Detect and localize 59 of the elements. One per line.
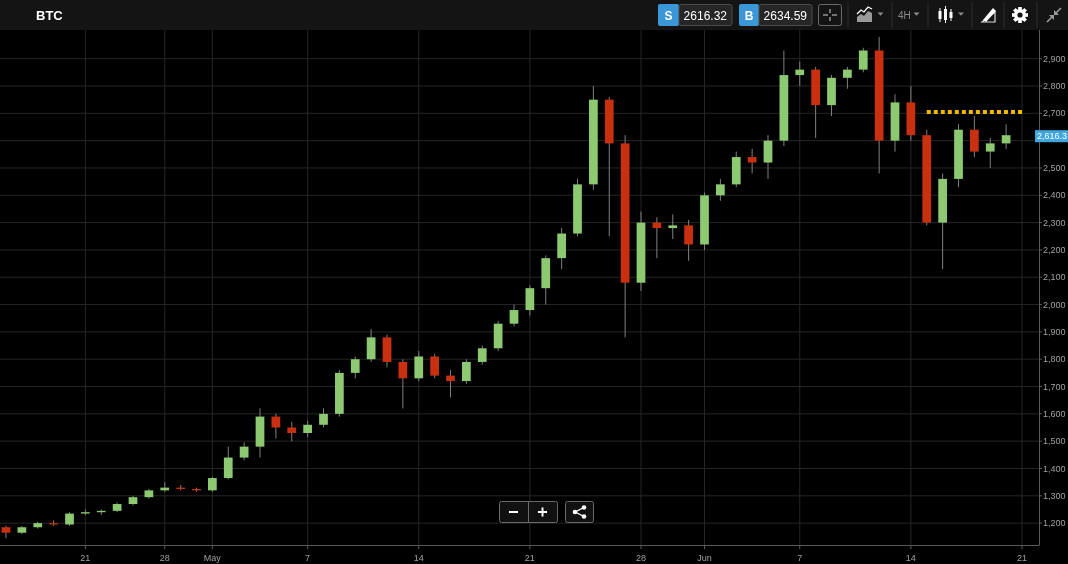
candlestick [985,137,995,169]
candlestick [446,369,455,398]
candlestick [795,60,805,87]
y-tick-label: 2,300 [1043,217,1066,228]
y-tick-label: 2,500 [1043,162,1066,173]
candlestick [366,328,376,363]
candlestick [287,421,297,442]
candlestick [525,284,535,316]
x-tick-label: 7 [305,553,311,563]
y-tick-label: 1,600 [1043,408,1066,419]
y-tick-label: 1,700 [1043,381,1066,392]
candlestick [858,47,868,73]
candlestick [462,358,471,385]
y-tick-label: 1,300 [1043,490,1066,501]
y-tick-label: 2,800 [1043,81,1066,92]
candlestick [747,148,757,174]
candlestick [414,350,424,382]
x-tick-label: May [203,553,222,563]
y-tick-label: 2,700 [1043,108,1066,119]
x-tick-label: 21 [524,553,535,563]
x-tick-label: 7 [797,553,803,563]
y-tick-label: 1,400 [1043,463,1066,474]
candlestick [509,304,519,327]
y-tick-label: 2,000 [1043,299,1066,310]
candlestick [763,134,773,180]
x-tick-label: 28 [635,553,647,563]
candlestick [350,355,360,379]
candlestick [430,353,439,379]
candlestick [319,407,328,429]
candlestick [477,345,487,366]
candlestick [716,178,725,202]
x-tick-label: 14 [905,553,916,563]
candlestick [271,413,281,439]
x-tick-label: 21 [80,553,91,563]
y-tick-label: 1,200 [1043,518,1066,529]
x-tick-label: Jun [697,553,712,563]
text: B [744,8,754,23]
text: 2634.59 [763,8,808,23]
y-tick-label: 1,500 [1043,436,1066,447]
candlestick [223,446,233,480]
candlestick [668,213,678,240]
text: 2616.32 [683,8,728,23]
y-tick-label: 2,200 [1043,244,1066,255]
x-tick-label: 21 [1016,553,1028,563]
y-tick-label: 2,100 [1043,272,1066,283]
y-tick-label: 2,900 [1043,53,1066,64]
text: 4H [898,10,911,21]
x-tick-label: 28 [159,553,170,563]
candlestick [1,525,11,539]
y-tick-label: 1,800 [1043,354,1066,365]
x-tick-label: 14 [413,553,424,563]
y-tick-label: 2,400 [1043,190,1066,201]
y-tick-label: 1,900 [1043,326,1066,337]
candlestick [970,115,979,158]
candlestick [684,219,693,262]
candlestick [843,66,852,90]
candlestick [398,358,408,409]
text: S [664,8,673,23]
chart-title: BTC [36,8,64,23]
